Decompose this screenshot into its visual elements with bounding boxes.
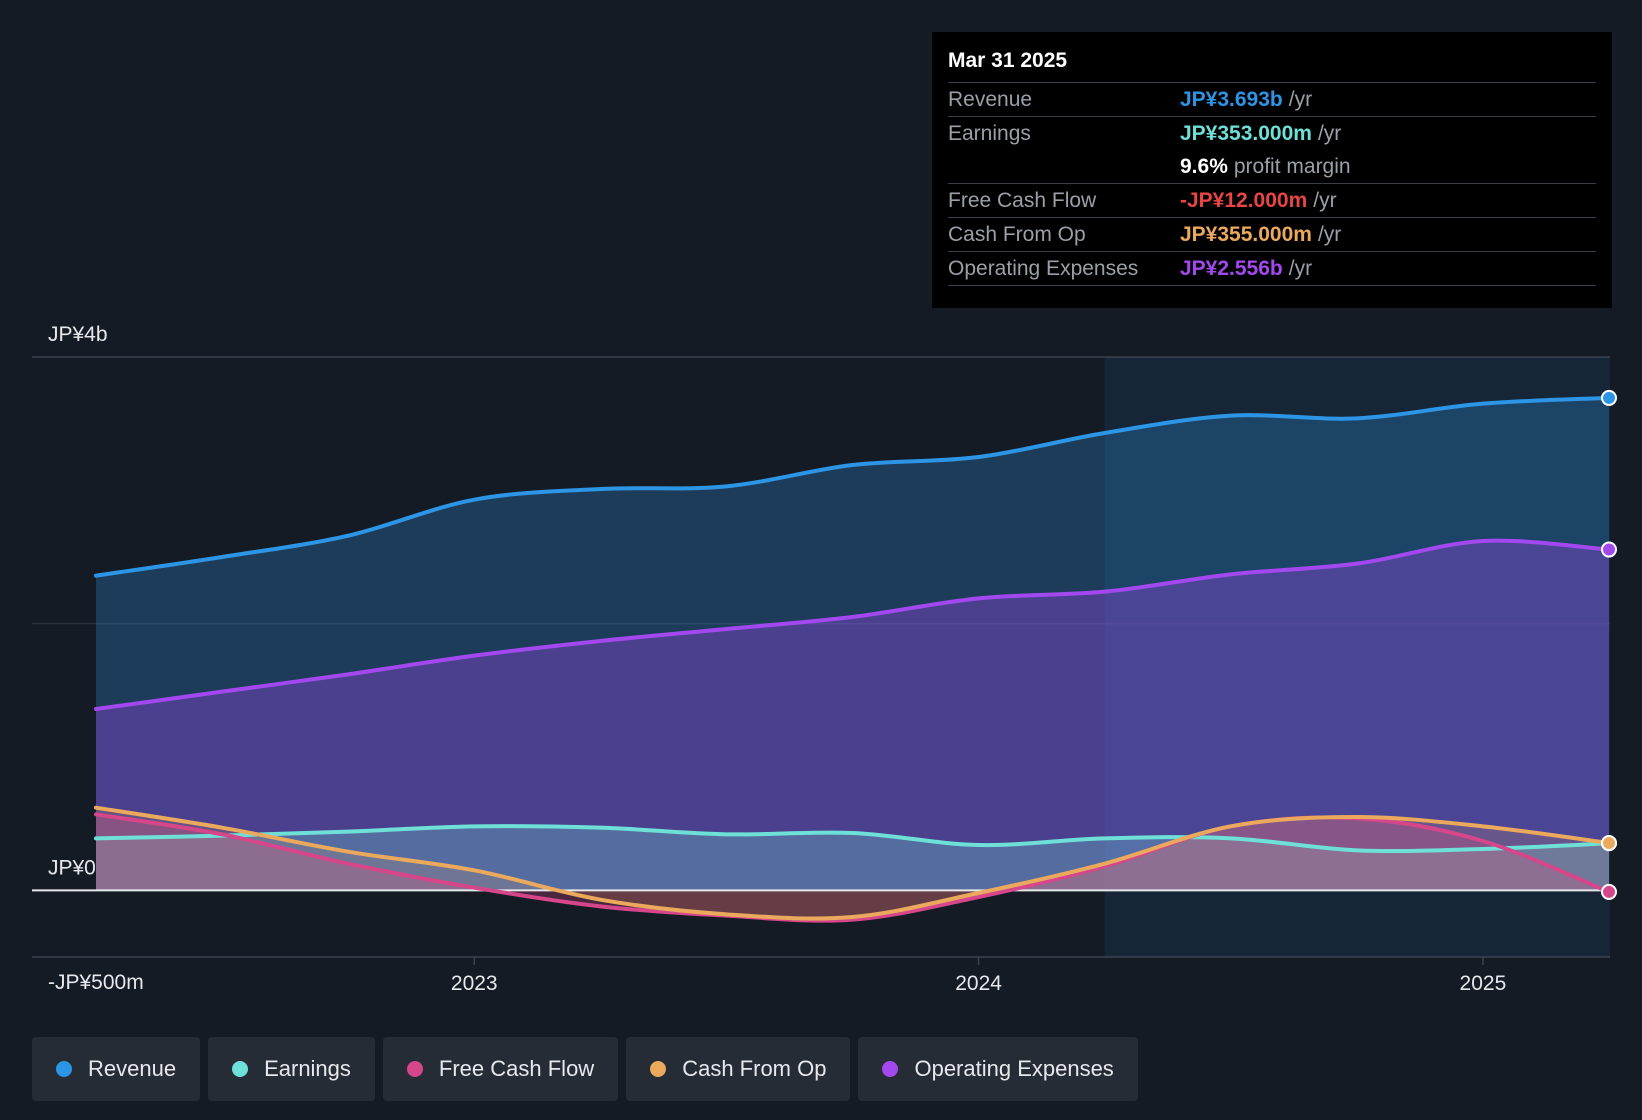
revenue-dot-icon (56, 1061, 72, 1077)
tooltip-unit: /yr (1288, 87, 1313, 111)
tooltip-panel: Mar 31 2025 Revenue JP¥3.693b /yr Earnin… (932, 32, 1612, 308)
revenue-endpoint (1601, 389, 1617, 406)
tooltip-date: Mar 31 2025 (948, 49, 1068, 72)
legend-item-free-cash-flow[interactable]: Free Cash Flow (382, 1037, 619, 1101)
legend-label: Free Cash Flow (438, 1056, 595, 1081)
cfo-area (96, 807, 1609, 919)
chart: JP¥4b JP¥0 -JP¥500m 2023 2024 2025 (32, 323, 1617, 995)
legend-item-earnings[interactable]: Earnings (208, 1037, 375, 1101)
tooltip-label: Cash From Op (948, 222, 1086, 246)
legend-item-revenue[interactable]: Revenue (32, 1037, 201, 1101)
series-areas (96, 397, 1609, 921)
tooltip-unit: /yr (1313, 188, 1337, 212)
legend: Revenue Earnings Free Cash Flow Cash Fro… (32, 1037, 1138, 1101)
earnings-dot-icon (232, 1061, 249, 1077)
fcf-dot-icon (406, 1061, 423, 1077)
tooltip-row-revenue: Revenue JP¥3.693b /yr (948, 82, 1596, 116)
fcf-endpoint (1601, 883, 1617, 900)
tooltip-unit: /yr (1317, 121, 1342, 145)
tooltip-label: Free Cash Flow (948, 188, 1097, 212)
legend-item-operating-expenses[interactable]: Operating Expenses (858, 1037, 1138, 1101)
tooltip-row-free-cash-flow: Free Cash Flow -JP¥12.000m /yr (948, 183, 1596, 217)
x-tick-label: 2024 (955, 972, 1002, 995)
cfo-endpoint (1601, 835, 1617, 851)
series-endpoints (1601, 389, 1617, 900)
tooltip-row-profit-margin: 9.6% profit margin (948, 150, 1596, 183)
y-tick-label: JP¥0 (48, 856, 96, 879)
tooltip-value: JP¥353.000m (1180, 121, 1312, 145)
x-axis: 2023 2024 2025 (451, 957, 1506, 995)
tooltip-value: 9.6% (1180, 154, 1228, 178)
tooltip-value: -JP¥12.000m (1180, 188, 1308, 212)
legend-label: Cash From Op (682, 1056, 827, 1081)
legend-label: Revenue (88, 1056, 177, 1081)
earnings-line (94, 824, 1611, 854)
cfo-line (94, 805, 1611, 921)
revenue-line (94, 395, 1611, 578)
x-tick-label: 2025 (1460, 972, 1507, 995)
tooltip-label: Operating Expenses (948, 256, 1139, 280)
earnings-area (96, 826, 1609, 891)
tooltip-label: Revenue (948, 87, 1033, 111)
y-axis-labels: JP¥4b JP¥0 -JP¥500m (48, 323, 144, 994)
opex-endpoint (1601, 541, 1617, 558)
tooltip-unit: profit margin (1233, 154, 1351, 178)
cfo-dot-icon (650, 1061, 667, 1077)
series-lines (94, 395, 1611, 923)
revenue-area (96, 397, 1609, 891)
x-tick-label: 2023 (451, 972, 498, 995)
tooltip-value: JP¥3.693b (1180, 87, 1283, 111)
tooltip-unit: /yr (1288, 256, 1313, 280)
tooltip-unit: /yr (1317, 222, 1342, 246)
tooltip-row-cash-from-op: Cash From Op JP¥355.000m /yr (948, 217, 1596, 251)
tooltip-row-operating-expenses: Operating Expenses JP¥2.556b /yr (948, 251, 1596, 286)
fcf-area (96, 814, 1609, 921)
tooltip-value: JP¥355.000m (1180, 222, 1312, 246)
y-tick-label: JP¥4b (48, 323, 108, 346)
tooltip-row-earnings: Earnings JP¥353.000m /yr (948, 116, 1596, 150)
legend-label: Earnings (264, 1056, 351, 1081)
legend-label: Operating Expenses (914, 1056, 1114, 1081)
opex-dot-icon (882, 1061, 899, 1077)
tooltip-label: Earnings (948, 121, 1031, 145)
opex-area (96, 540, 1609, 891)
legend-item-cash-from-op[interactable]: Cash From Op (626, 1037, 851, 1101)
opex-line (94, 538, 1611, 711)
y-tick-label: -JP¥500m (48, 971, 144, 994)
tooltip-value: JP¥2.556b (1180, 256, 1283, 280)
